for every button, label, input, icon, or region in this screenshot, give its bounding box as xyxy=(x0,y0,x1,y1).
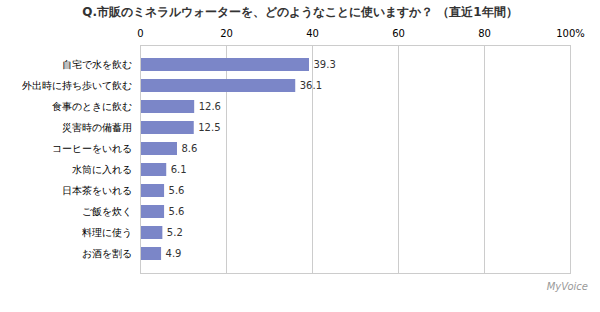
svg-text:水筒に入れる: 水筒に入れる xyxy=(72,164,132,175)
svg-text:災害時の備蓄用: 災害時の備蓄用 xyxy=(62,122,132,133)
svg-text:コーヒーをいれる: コーヒーをいれる xyxy=(52,143,132,154)
svg-text:5.6: 5.6 xyxy=(169,185,185,196)
svg-text:40: 40 xyxy=(306,28,319,39)
svg-text:0: 0 xyxy=(137,28,143,39)
svg-text:料理に使う: 料理に使う xyxy=(82,227,132,238)
svg-text:5.2: 5.2 xyxy=(167,227,183,238)
svg-text:80: 80 xyxy=(478,28,491,39)
svg-text:食事のときに飲む: 食事のときに飲む xyxy=(52,101,132,112)
svg-text:12.6: 12.6 xyxy=(199,101,221,112)
svg-text:外出時に持ち歩いて飲む: 外出時に持ち歩いて飲む xyxy=(22,80,132,91)
svg-text:60: 60 xyxy=(392,28,405,39)
svg-text:5.6: 5.6 xyxy=(169,206,185,217)
svg-text:ご飯を炊く: ご飯を炊く xyxy=(82,206,132,217)
svg-text:お酒を割る: お酒を割る xyxy=(82,248,132,259)
svg-text:日本茶をいれる: 日本茶をいれる xyxy=(62,185,132,196)
html-text:Q.市販のミネラルウォーターを、どのようなことに使いますか？: Q.市販のミネラルウォーターを、どのようなことに使いますか？ （直近1年間） xyxy=(82,5,518,19)
svg-text:自宅で水を飲む: 自宅で水を飲む xyxy=(62,59,132,70)
svg-text:39.3: 39.3 xyxy=(313,59,335,70)
svg-text:8.6: 8.6 xyxy=(181,143,197,154)
svg-text:4.9: 4.9 xyxy=(166,248,182,259)
svg-text:36.1: 36.1 xyxy=(300,80,322,91)
html-text:MyVoice: MyVoice xyxy=(546,281,588,292)
svg-text:12.5: 12.5 xyxy=(198,122,220,133)
svg-text:100%: 100% xyxy=(556,28,585,39)
svg-text:6.1: 6.1 xyxy=(171,164,187,175)
svg-text:20: 20 xyxy=(220,28,233,39)
